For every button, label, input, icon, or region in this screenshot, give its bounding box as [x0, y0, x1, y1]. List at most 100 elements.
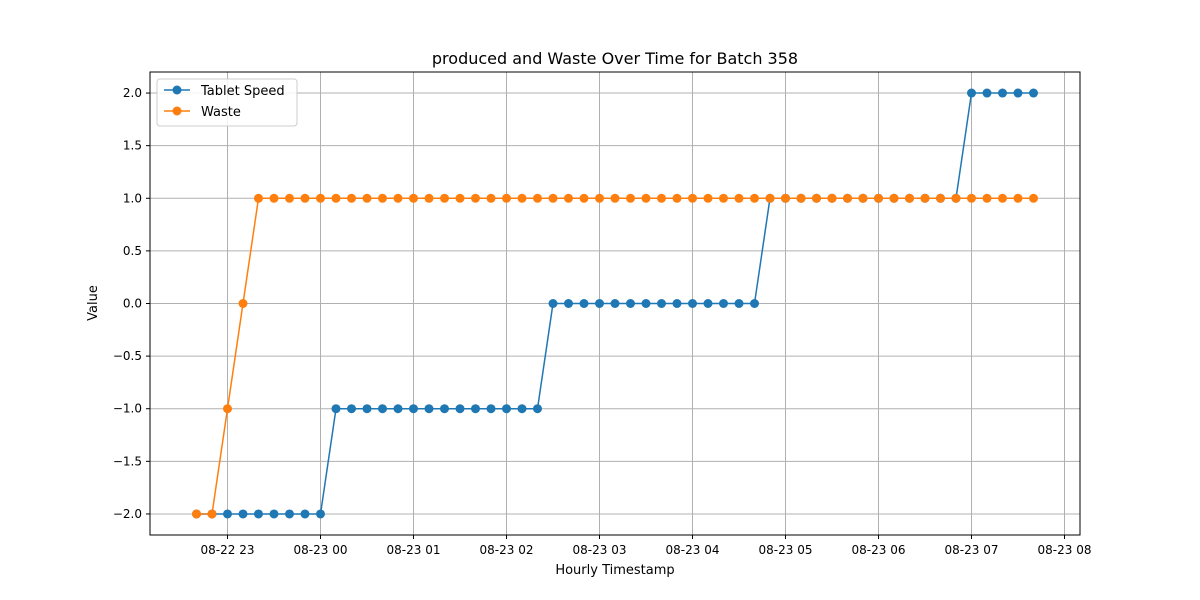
data-point-waste	[765, 193, 775, 203]
data-point-waste	[502, 193, 511, 203]
data-point-tablet-speed	[672, 299, 682, 308]
chart-title: produced and Waste Over Time for Batch 3…	[432, 49, 798, 68]
data-point-waste	[998, 193, 1007, 203]
data-point-waste	[610, 193, 620, 203]
data-point-tablet-speed	[998, 88, 1007, 98]
data-point-tablet-speed	[641, 299, 651, 308]
data-point-tablet-speed	[238, 509, 248, 519]
data-point-tablet-speed	[269, 509, 279, 519]
data-point-tablet-speed	[223, 509, 232, 519]
data-point-waste	[1029, 193, 1038, 203]
data-point-tablet-speed	[548, 299, 558, 308]
data-point-tablet-speed	[703, 299, 713, 308]
legend-box	[156, 78, 298, 127]
data-point-waste	[207, 509, 217, 519]
data-point-tablet-speed	[424, 404, 434, 414]
data-point-waste	[331, 193, 341, 203]
data-point-waste	[719, 193, 728, 203]
data-point-tablet-speed	[719, 299, 728, 308]
data-point-waste	[874, 193, 883, 203]
x-axis: 08-22 23 08-23 00 08-23 01 08-23 02 08-23 03…	[201, 535, 1091, 557]
data-point-waste	[688, 193, 697, 203]
data-point-tablet-speed	[688, 299, 697, 308]
y-tick-label: −0.5	[113, 349, 142, 363]
series-layer	[192, 88, 1038, 519]
data-point-tablet-speed	[285, 509, 294, 519]
data-point-waste	[533, 193, 542, 203]
x-tick-label: 08-23 05	[759, 543, 813, 557]
x-tick-label: 08-23 01	[387, 543, 441, 557]
data-point-waste	[672, 193, 682, 203]
data-point-waste	[409, 193, 418, 203]
data-point-tablet-speed	[1013, 88, 1023, 98]
y-tick-label: −1.0	[113, 402, 142, 416]
data-point-waste	[796, 193, 806, 203]
data-point-waste	[285, 193, 294, 203]
legend: Tablet Speed Waste	[156, 78, 298, 127]
data-point-waste	[564, 193, 573, 203]
data-point-waste	[223, 404, 232, 414]
data-point-tablet-speed	[982, 88, 992, 98]
data-point-waste	[936, 193, 945, 203]
series-waste	[192, 193, 1038, 519]
data-point-waste	[750, 193, 759, 203]
x-axis-label: Hourly Timestamp	[555, 563, 674, 578]
data-point-waste	[781, 193, 790, 203]
x-tick-label: 08-23 00	[294, 543, 348, 557]
data-point-waste	[579, 193, 589, 203]
x-tick-label: 08-22 23	[201, 543, 255, 557]
legend-label-waste: Waste	[201, 105, 241, 120]
data-point-waste	[254, 193, 263, 203]
data-point-tablet-speed	[657, 299, 666, 308]
x-tick-label: 08-23 03	[573, 543, 627, 557]
data-point-tablet-speed	[610, 299, 620, 308]
data-point-tablet-speed	[595, 299, 604, 308]
data-point-tablet-speed	[564, 299, 573, 308]
data-point-waste	[393, 193, 403, 203]
data-point-waste	[347, 193, 356, 203]
data-point-waste	[843, 193, 852, 203]
data-point-tablet-speed	[502, 404, 511, 414]
data-point-tablet-speed	[300, 509, 310, 519]
legend-label-tablet-speed: Tablet Speed	[200, 84, 285, 99]
y-tick-label: −2.0	[113, 507, 142, 521]
data-point-tablet-speed	[750, 299, 759, 308]
x-tick-label: 08-23 04	[666, 543, 720, 557]
data-point-waste	[827, 193, 837, 203]
data-point-waste	[703, 193, 713, 203]
data-point-waste	[471, 193, 480, 203]
data-point-tablet-speed	[486, 404, 496, 414]
x-tick-label: 08-23 06	[852, 543, 906, 557]
y-tick-label: −1.5	[113, 454, 142, 468]
y-tick-label: 2.0	[123, 86, 142, 100]
data-point-waste	[951, 193, 961, 203]
data-point-waste	[440, 193, 449, 203]
y-tick-label: 1.5	[123, 139, 142, 153]
x-tick-label: 08-23 02	[480, 543, 534, 557]
data-point-waste	[858, 193, 868, 203]
data-point-tablet-speed	[362, 404, 372, 414]
data-point-waste	[967, 193, 976, 203]
y-axis-label: Value	[86, 285, 101, 321]
data-point-tablet-speed	[331, 404, 341, 414]
data-point-waste	[626, 193, 635, 203]
data-point-tablet-speed	[347, 404, 356, 414]
data-point-tablet-speed	[409, 404, 418, 414]
data-point-waste	[378, 193, 387, 203]
legend-marker-tablet-speed	[172, 85, 182, 95]
data-point-tablet-speed	[579, 299, 589, 308]
data-point-waste	[192, 509, 201, 519]
data-point-waste	[734, 193, 744, 203]
y-axis: 2.0 1.5 1.0 0.5 0.0 −0.5 −1.0 −1.5 −2.0	[113, 86, 150, 521]
data-point-waste	[517, 193, 527, 203]
data-point-tablet-speed	[393, 404, 403, 414]
data-point-waste	[269, 193, 279, 203]
data-point-waste	[238, 299, 248, 308]
data-point-tablet-speed	[517, 404, 527, 414]
y-tick-label: 0.0	[123, 297, 142, 311]
data-point-waste	[455, 193, 465, 203]
data-point-waste	[362, 193, 372, 203]
data-point-tablet-speed	[254, 509, 263, 519]
data-point-tablet-speed	[316, 509, 325, 519]
data-point-waste	[548, 193, 558, 203]
